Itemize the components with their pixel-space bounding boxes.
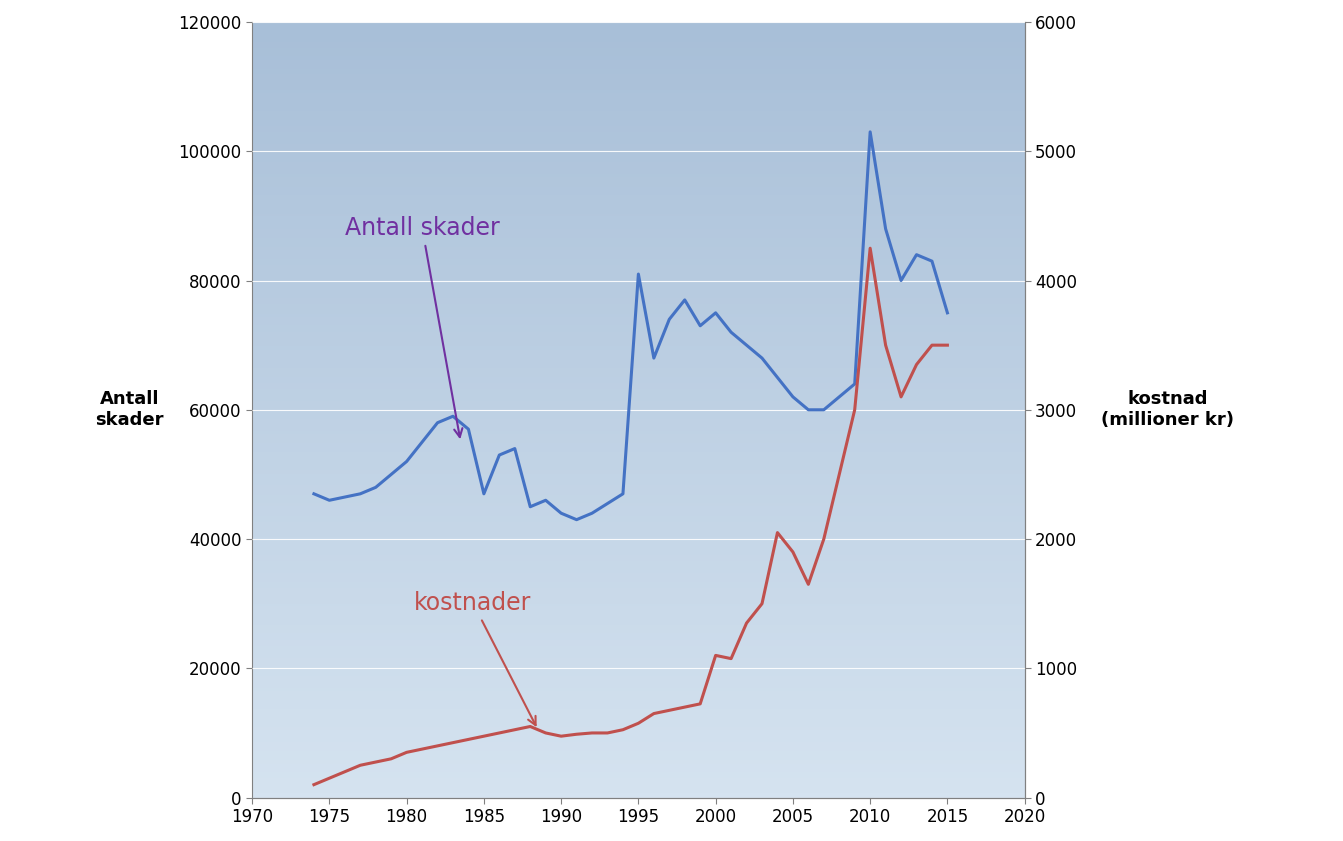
- Y-axis label: kostnad
(millioner kr): kostnad (millioner kr): [1101, 390, 1234, 429]
- Text: Antall skader: Antall skader: [345, 216, 500, 437]
- Text: kostnader: kostnader: [415, 591, 536, 725]
- Y-axis label: Antall
skader: Antall skader: [95, 390, 164, 429]
